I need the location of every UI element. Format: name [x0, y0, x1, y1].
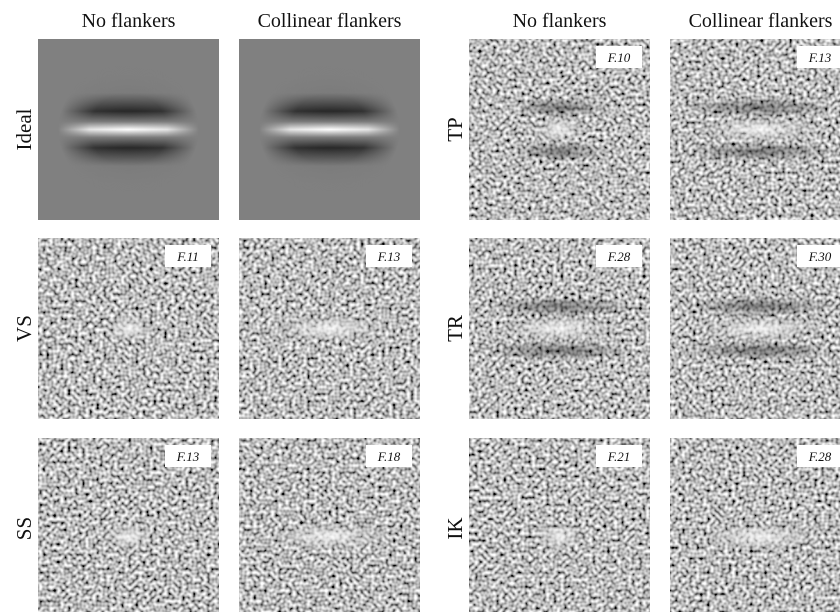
f-label: F.21 — [607, 449, 631, 464]
f-label: F.13 — [377, 249, 401, 264]
gabor-pattern — [259, 64, 400, 195]
f-label: F.30 — [808, 249, 832, 264]
f-label: F.13 — [176, 449, 200, 464]
gabor-pattern — [58, 64, 199, 195]
row-label: SS — [12, 517, 36, 540]
f-label: F.10 — [607, 50, 631, 65]
row-label: Ideal — [12, 108, 36, 150]
f-label: F.13 — [808, 50, 832, 65]
bright-blob — [696, 523, 826, 551]
bright-blob — [532, 523, 588, 551]
bright-blob — [696, 116, 826, 144]
classification-image: F.30 — [670, 238, 840, 419]
bright-blob — [532, 116, 588, 144]
dark-band — [510, 142, 610, 162]
classification-image: F.13 — [239, 238, 420, 419]
bright-blob — [495, 315, 625, 343]
classification-image: F.28 — [469, 238, 650, 419]
dark-band — [510, 98, 610, 118]
dark-band — [681, 98, 840, 118]
classification-image — [38, 39, 219, 220]
classification-image — [239, 39, 420, 220]
column-header: No flankers — [513, 10, 607, 32]
bright-blob — [696, 315, 826, 343]
f-label: F.28 — [808, 449, 832, 464]
row-label: VS — [12, 315, 36, 342]
bright-blob — [101, 315, 157, 343]
column-header: No flankers — [82, 10, 176, 32]
bright-blob — [265, 523, 395, 551]
row-label: IK — [443, 517, 467, 539]
dark-band — [480, 341, 640, 361]
column-header: Collinear flankers — [258, 10, 402, 32]
dark-band — [480, 297, 640, 317]
column-header: Collinear flankers — [689, 10, 833, 32]
dark-band — [681, 142, 840, 162]
row-label: TP — [443, 117, 467, 142]
f-label: F.28 — [607, 249, 631, 264]
dark-band — [681, 341, 840, 361]
classification-image: F.11 — [38, 238, 219, 419]
classification-image: F.28 — [670, 438, 840, 612]
classification-image: F.21 — [469, 438, 650, 612]
f-label: F.11 — [176, 249, 199, 264]
figure: No flankers Collinear flankers Ideal VS F.11… — [0, 0, 840, 612]
page: {"panels": [ {"columns": ["No flankers",… — [0, 0, 840, 612]
bright-blob — [265, 315, 395, 343]
f-label: F.18 — [377, 449, 401, 464]
bright-blob — [101, 523, 157, 551]
row-label: TR — [443, 315, 467, 342]
classification-image: F.18 — [239, 438, 420, 612]
classification-image: F.13 — [38, 438, 219, 612]
classification-image: F.10 — [469, 39, 650, 220]
classification-image: F.13 — [670, 39, 840, 220]
dark-band — [681, 297, 840, 317]
